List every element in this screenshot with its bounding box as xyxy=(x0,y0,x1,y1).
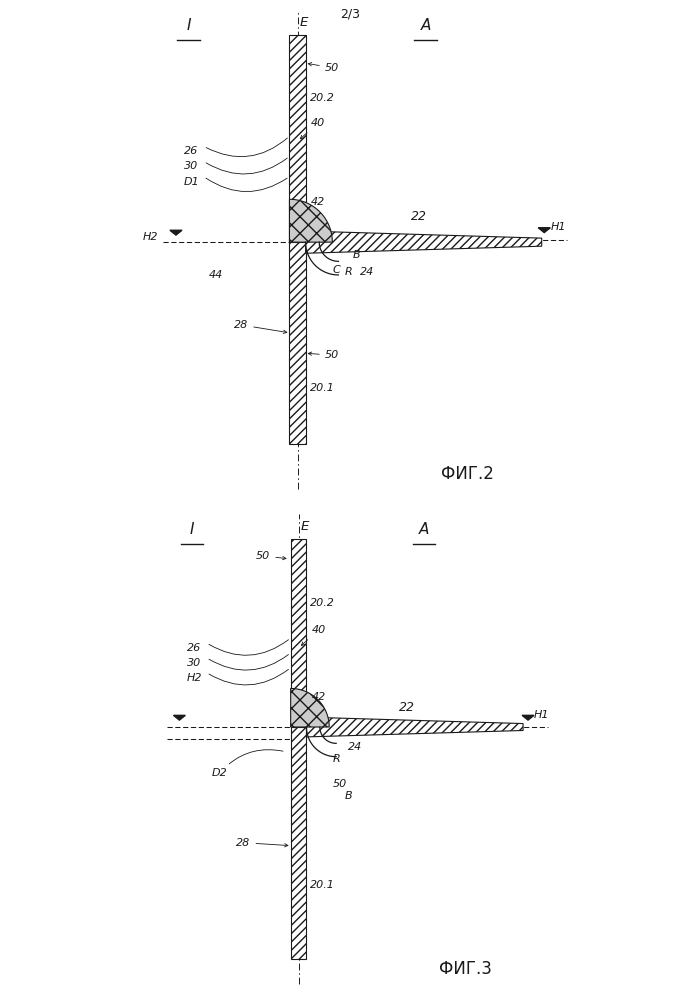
Text: 50: 50 xyxy=(308,351,339,361)
Polygon shape xyxy=(522,715,534,720)
Text: R: R xyxy=(345,268,353,278)
Polygon shape xyxy=(290,199,332,242)
Text: H2: H2 xyxy=(187,672,202,682)
Text: A: A xyxy=(421,18,431,33)
Text: 50: 50 xyxy=(308,63,339,73)
Text: 28: 28 xyxy=(234,320,287,334)
Text: 24: 24 xyxy=(347,742,362,752)
Bar xyxy=(290,727,307,959)
Text: B: B xyxy=(353,250,360,260)
Text: E: E xyxy=(301,520,309,533)
Text: 24: 24 xyxy=(360,268,374,278)
Text: A: A xyxy=(419,521,429,536)
Polygon shape xyxy=(307,717,523,737)
Text: 40: 40 xyxy=(300,118,325,139)
Text: 20.2: 20.2 xyxy=(310,598,335,608)
Text: D1: D1 xyxy=(183,177,199,187)
Text: 50: 50 xyxy=(256,550,286,560)
Text: I: I xyxy=(190,521,194,536)
Polygon shape xyxy=(290,688,329,727)
Text: 44: 44 xyxy=(209,270,223,280)
Text: B: B xyxy=(345,791,353,801)
Text: H1: H1 xyxy=(551,222,566,232)
Text: 22: 22 xyxy=(400,700,416,713)
Text: H2: H2 xyxy=(144,232,159,242)
Text: 26: 26 xyxy=(183,146,198,157)
Text: 50: 50 xyxy=(332,779,347,789)
Text: ФИГ.3: ФИГ.3 xyxy=(439,960,492,978)
Text: 20.2: 20.2 xyxy=(309,93,335,103)
Polygon shape xyxy=(306,231,542,254)
Text: 26: 26 xyxy=(187,643,201,653)
Text: 20.1: 20.1 xyxy=(310,880,335,890)
Text: E: E xyxy=(300,16,309,29)
Polygon shape xyxy=(538,228,550,233)
Text: 40: 40 xyxy=(301,625,326,645)
Bar xyxy=(290,539,307,727)
Text: 42: 42 xyxy=(311,197,325,207)
Polygon shape xyxy=(174,715,186,720)
Text: 30: 30 xyxy=(187,657,201,667)
Text: I: I xyxy=(186,18,191,33)
Polygon shape xyxy=(170,230,182,235)
Text: 22: 22 xyxy=(410,211,426,224)
Text: 20.1: 20.1 xyxy=(309,384,335,394)
Text: 2/3: 2/3 xyxy=(340,8,360,21)
Text: D2: D2 xyxy=(211,749,283,778)
Text: C: C xyxy=(332,265,340,275)
Bar xyxy=(290,35,306,242)
Text: 42: 42 xyxy=(312,692,326,702)
Text: H1: H1 xyxy=(534,709,550,719)
Bar xyxy=(290,242,306,444)
Text: 30: 30 xyxy=(183,162,198,172)
Text: ФИГ.2: ФИГ.2 xyxy=(441,466,494,484)
Text: R: R xyxy=(332,754,340,764)
Text: 28: 28 xyxy=(237,838,288,848)
